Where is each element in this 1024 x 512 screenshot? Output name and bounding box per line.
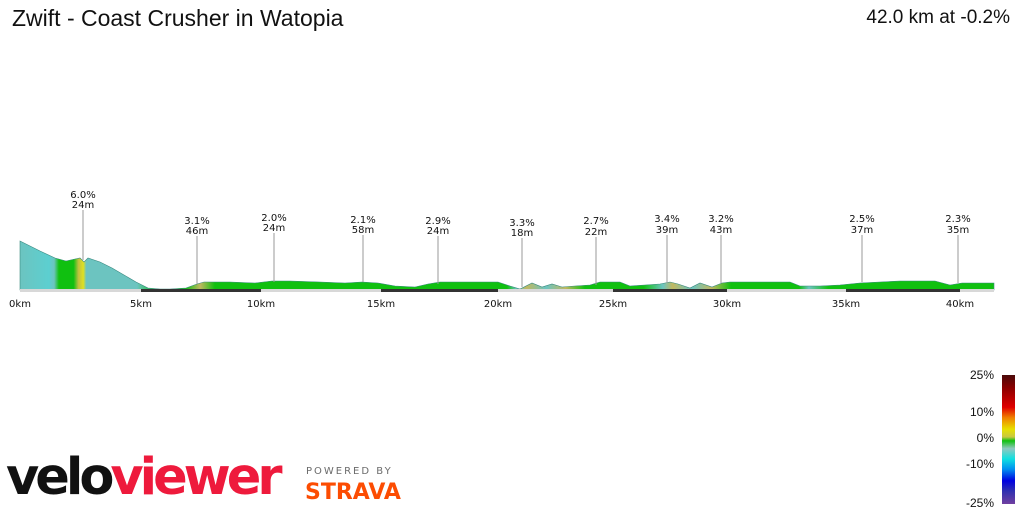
svg-text:15km: 15km — [367, 299, 395, 310]
svg-text:3.3%: 3.3% — [509, 218, 534, 229]
elevation-area — [19, 240, 995, 291]
climb-marker[interactable]: 3.4% 39m — [654, 214, 680, 283]
svg-text:18m: 18m — [511, 228, 533, 239]
strava-logo[interactable]: STRAVA — [305, 480, 401, 505]
climb-marker[interactable]: 2.1% 58m — [350, 215, 376, 282]
svg-text:6.0%: 6.0% — [70, 190, 95, 201]
distance-scale-bar — [20, 289, 994, 292]
svg-text:40km: 40km — [946, 299, 974, 310]
svg-text:30km: 30km — [713, 299, 741, 310]
svg-text:2.9%: 2.9% — [425, 216, 450, 227]
climb-marker[interactable]: 2.9% 24m — [425, 216, 451, 284]
legend-tick-neg10: -10% — [965, 457, 994, 471]
svg-text:2.0%: 2.0% — [261, 213, 286, 224]
svg-text:3.4%: 3.4% — [654, 214, 679, 225]
logo-velo: velo — [6, 448, 114, 507]
legend-tick-neg25: -25% — [965, 496, 994, 510]
veloviewer-logo[interactable]: veloviewer — [6, 452, 283, 503]
svg-text:22m: 22m — [585, 227, 607, 238]
svg-text:2.3%: 2.3% — [945, 214, 970, 225]
svg-text:3.1%: 3.1% — [184, 216, 209, 227]
svg-text:25km: 25km — [599, 299, 627, 310]
svg-text:24m: 24m — [427, 226, 449, 237]
climb-marker[interactable]: 3.3% 18m — [509, 218, 535, 287]
svg-text:2.1%: 2.1% — [350, 215, 375, 226]
x-axis: 0km 5km 10km 15km 20km 25km 30km 35km 40… — [9, 299, 974, 310]
elevation-profile-chart[interactable]: 6.0% 24m 3.1% 46m 2.0% 24m 2.1% 58m 2.9%… — [0, 0, 1024, 330]
svg-text:3.2%: 3.2% — [708, 214, 733, 225]
climb-marker[interactable]: 6.0% 24m — [70, 190, 96, 260]
svg-text:46m: 46m — [186, 226, 208, 237]
svg-text:0km: 0km — [9, 299, 31, 310]
legend-tick-10: 10% — [969, 405, 994, 419]
powered-by-label: POWERED BY — [306, 466, 393, 477]
logo-viewer: viewer — [110, 448, 282, 507]
svg-text:43m: 43m — [710, 225, 732, 236]
svg-text:35m: 35m — [947, 225, 969, 236]
svg-text:2.7%: 2.7% — [583, 216, 608, 227]
svg-text:10km: 10km — [247, 299, 275, 310]
svg-text:24m: 24m — [263, 223, 285, 234]
climb-marker[interactable]: 2.7% 22m — [583, 216, 609, 285]
svg-text:5km: 5km — [130, 299, 152, 310]
route-summary: 42.0 km at -0.2% — [866, 7, 1010, 28]
gradient-color-scale — [1002, 375, 1015, 504]
svg-text:35km: 35km — [832, 299, 860, 310]
svg-text:2.5%: 2.5% — [849, 214, 874, 225]
legend-tick-0: 0% — [976, 431, 994, 445]
svg-text:37m: 37m — [851, 225, 873, 236]
svg-text:24m: 24m — [72, 200, 94, 211]
climb-marker[interactable]: 2.5% 37m — [849, 214, 875, 282]
climb-marker[interactable]: 3.2% 43m — [708, 214, 734, 283]
svg-text:39m: 39m — [656, 225, 678, 236]
climb-marker[interactable]: 2.3% 35m — [945, 214, 971, 283]
climb-marker[interactable]: 3.1% 46m — [184, 216, 210, 284]
page-title: Zwift - Coast Crusher in Watopia — [12, 5, 344, 31]
svg-text:20km: 20km — [484, 299, 512, 310]
climb-marker[interactable]: 2.0% 24m — [261, 213, 287, 282]
svg-text:58m: 58m — [352, 225, 374, 236]
legend-tick-25: 25% — [969, 368, 994, 382]
